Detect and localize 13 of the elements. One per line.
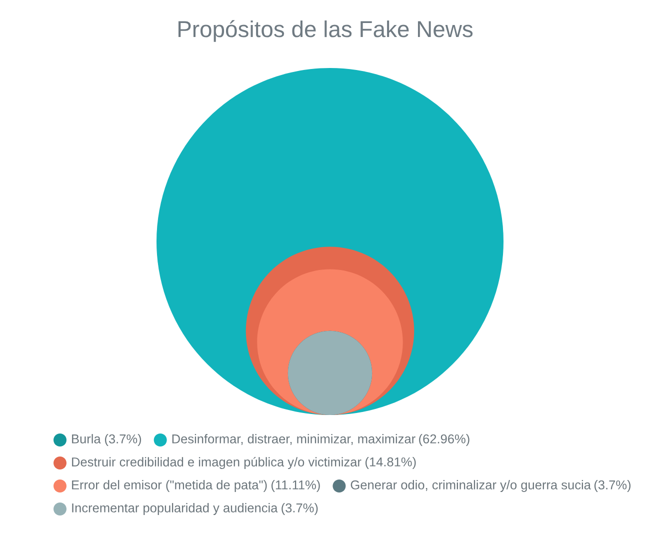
data-label: (14.81%)	[365, 457, 416, 469]
data-label: (3.7%)	[282, 503, 318, 515]
text: Propósitos de las Fake News	[178, 20, 473, 42]
data-label: (62.96%)	[419, 434, 470, 446]
data-label: (11.11%)	[271, 480, 320, 492]
legend-label: Incrementar popularidad y audiencia	[72, 503, 278, 515]
legend-label: Desinformar, distraer, minimizar, maximizar	[172, 434, 416, 445]
legend-label: Destruir credibilidad e imagen pública y/o victimizar	[72, 456, 362, 470]
data-label: (3.7%)	[594, 480, 630, 492]
legend-label: Burla	[72, 434, 101, 444]
legend-label: Generar odio, criminalizar y/o guerra sucia	[350, 480, 591, 492]
legend-label: Error del emisor ("metida de pata")	[72, 480, 267, 492]
data-label: (3.7%)	[104, 434, 142, 446]
